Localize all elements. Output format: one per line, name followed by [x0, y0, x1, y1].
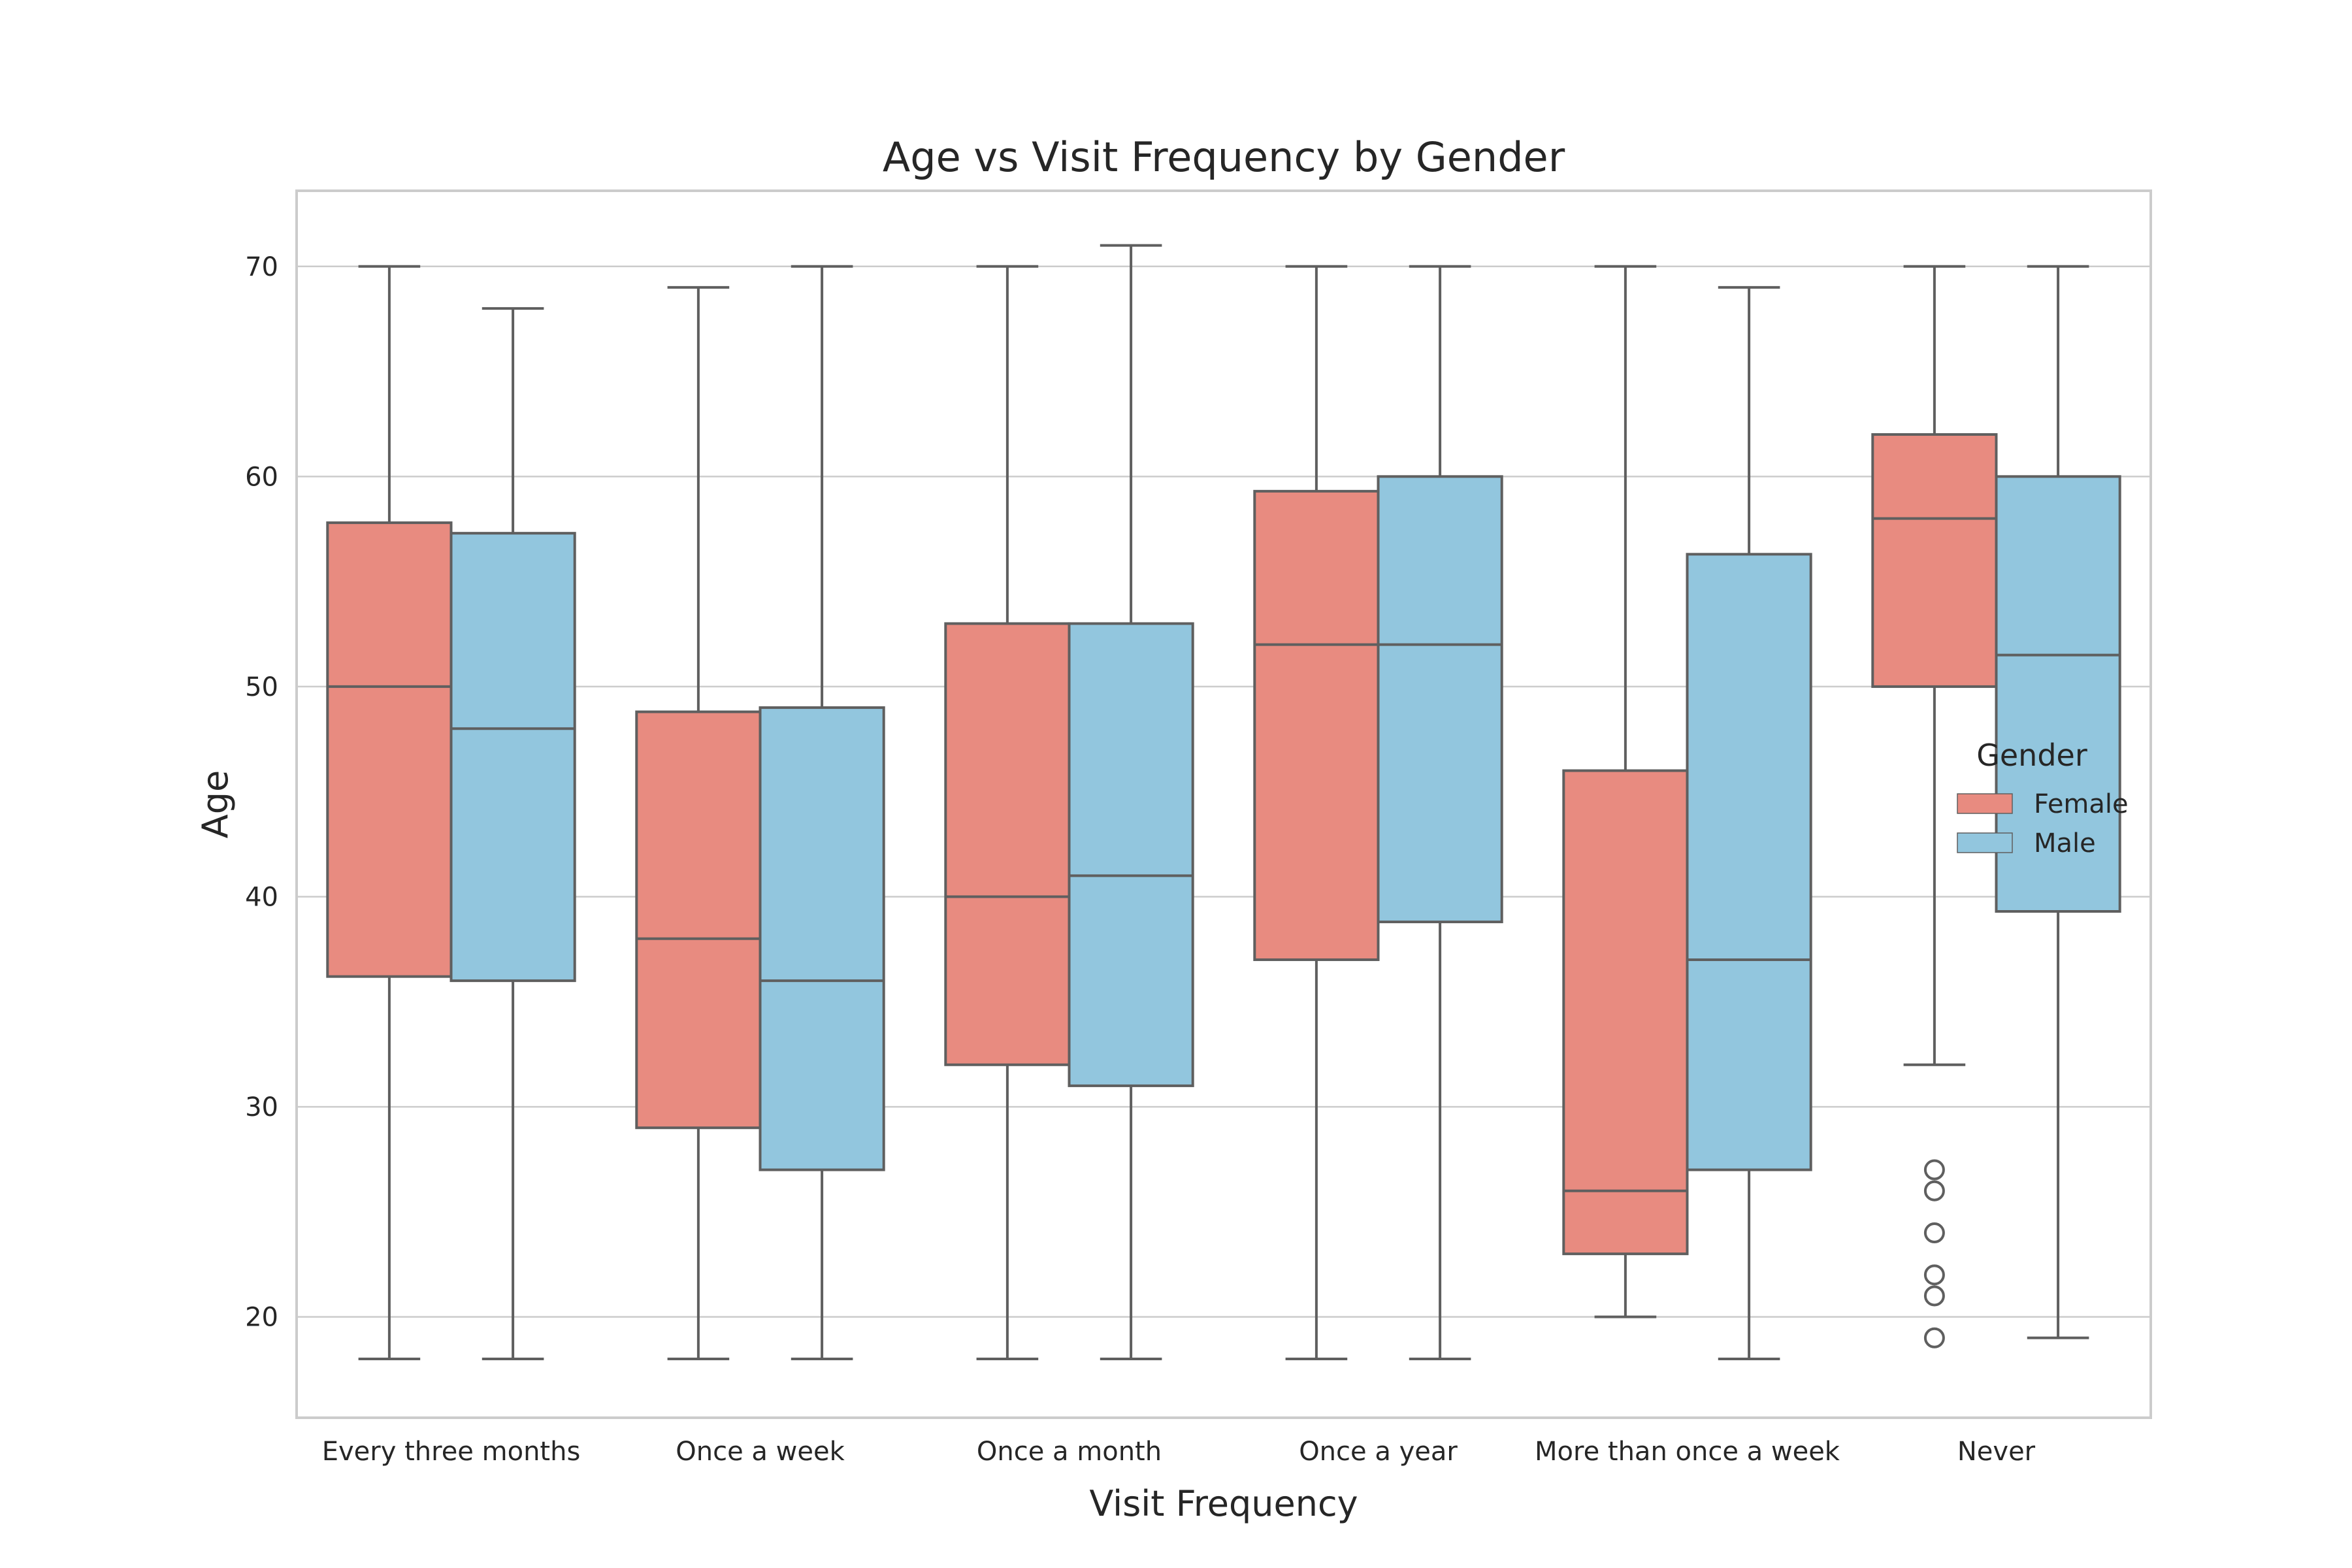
y-tick-label-60: 60 — [245, 462, 278, 492]
box-male-2 — [1068, 244, 1194, 1360]
box-body — [1995, 475, 2121, 913]
box-female-1 — [635, 286, 762, 1360]
box-body — [1377, 475, 1503, 924]
box-male-3 — [1377, 265, 1503, 1360]
box-female-3 — [1253, 265, 1380, 1360]
box-body — [1871, 433, 1998, 688]
y-axis-ticks: 20 30 40 50 60 70 — [245, 252, 278, 1333]
x-tick-label: Never — [1957, 1437, 2036, 1467]
legend-label-male: Male — [2034, 828, 2096, 858]
outlier-point — [1923, 1264, 1945, 1286]
outlier-point — [1923, 1180, 1945, 1201]
box-male-0 — [449, 307, 576, 1360]
box-body — [944, 622, 1071, 1066]
box-body — [1068, 622, 1194, 1087]
y-axis-label: Age — [195, 770, 236, 838]
box-series — [326, 244, 2121, 1360]
x-tick-label: Once a year — [1299, 1437, 1458, 1467]
box-male-4 — [1686, 286, 1812, 1360]
x-tick-label: Once a month — [977, 1437, 1162, 1467]
box-body — [1686, 553, 1812, 1171]
box-body — [635, 710, 762, 1130]
x-tick-label: Once a week — [676, 1437, 845, 1467]
chart-title: Age vs Visit Frequency by Gender — [883, 133, 1565, 181]
legend-label-female: Female — [2034, 789, 2129, 819]
y-tick-label-20: 20 — [245, 1303, 278, 1333]
y-tick-label-40: 40 — [245, 882, 278, 912]
box-body — [449, 532, 576, 983]
box-body — [326, 521, 453, 978]
legend-swatch-female — [1957, 793, 2013, 814]
legend-title: Gender — [1976, 738, 2087, 773]
plot-frame — [295, 189, 2152, 1419]
box-female-4 — [1562, 265, 1689, 1318]
box-male-5 — [1995, 265, 2121, 1339]
x-axis-label: Visit Frequency — [1089, 1483, 1358, 1524]
x-tick-label: Every three months — [322, 1437, 581, 1467]
gridlines — [297, 265, 2151, 1318]
outlier-point — [1923, 1285, 1945, 1307]
box-male-1 — [759, 265, 885, 1360]
box-female-0 — [326, 265, 453, 1360]
box-female-5 — [1871, 265, 1998, 1348]
box-female-2 — [944, 265, 1071, 1360]
box-body — [1253, 489, 1380, 961]
y-tick-label-50: 50 — [245, 672, 278, 702]
box-body — [1562, 769, 1689, 1256]
outlier-point — [1923, 1222, 1945, 1244]
x-axis-ticks: Every three months Once a week Once a mont… — [322, 1437, 2036, 1467]
y-tick-label-30: 30 — [245, 1092, 278, 1122]
box-body — [759, 706, 885, 1171]
y-tick-label-70: 70 — [245, 252, 278, 282]
outlier-point — [1923, 1327, 1945, 1348]
legend-swatch-male — [1957, 832, 2013, 853]
outlier-point — [1923, 1159, 1945, 1181]
x-tick-label: More than once a week — [1535, 1437, 1840, 1467]
legend: Gender Female Male — [1957, 738, 2129, 858]
